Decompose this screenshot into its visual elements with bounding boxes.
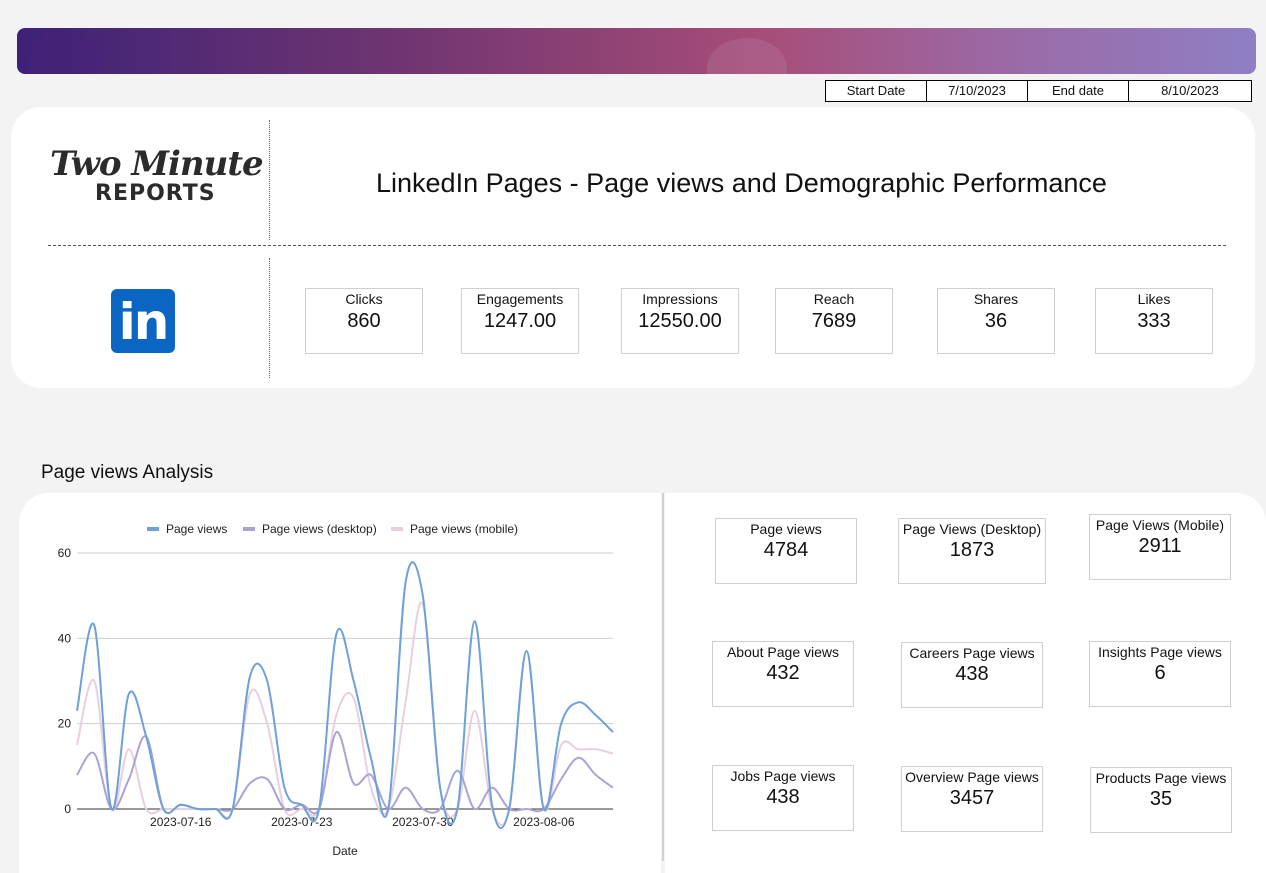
kpi-label: Shares (973, 291, 1019, 307)
stat-value: 6 (1154, 662, 1166, 684)
series-line-1 (76, 561, 614, 830)
stat-label: Overview Page views (905, 769, 1039, 785)
chart-card: 0 20 40 60 2023-07-16 2023-07-23 2023-07-30 202… (19, 493, 661, 873)
y-tick-label: 0 (64, 802, 71, 816)
stat-value: 2911 (1138, 535, 1182, 557)
kpi-clicks: Clicks 860 (305, 288, 423, 354)
stat-label: Page Views (Mobile) (1095, 517, 1225, 533)
x-tick-label: 2023-07-30 (392, 815, 454, 829)
stat-overview-page-views: Overview Page views 3457 (901, 766, 1043, 832)
y-tick-label: 60 (58, 546, 72, 560)
start-date-value[interactable]: 7/10/2023 (926, 80, 1028, 102)
stat-value: 35 (1149, 788, 1173, 810)
stat-jobs-page-views: Jobs Page views 438 (712, 765, 854, 831)
divider (269, 258, 270, 378)
x-tick-label: 2023-07-23 (271, 815, 333, 829)
kpi-value: 12550.00 (638, 310, 722, 332)
kpi-label: Reach (813, 291, 855, 307)
stat-label: Insights Page views (1098, 644, 1222, 660)
divider (662, 493, 664, 861)
x-axis-title: Date (332, 844, 358, 858)
x-tick-label: 2023-07-16 (150, 815, 212, 829)
end-date-label: End date (1027, 80, 1129, 102)
stat-value: 438 (766, 786, 800, 808)
legend-label: Page views (166, 522, 227, 536)
stat-careers-page-views: Careers Page views 438 (901, 642, 1043, 708)
kpi-label: Clicks (345, 291, 383, 307)
start-date-label: Start Date (825, 80, 927, 102)
kpi-engagements: Engagements 1247.00 (461, 288, 579, 354)
stat-value: 438 (955, 663, 989, 685)
y-tick-label: 20 (58, 717, 72, 731)
logo-reports: REPORTS (95, 181, 216, 206)
page-title: LinkedIn Pages - Page views and Demograp… (376, 168, 1107, 198)
kpi-value: 7689 (811, 310, 857, 332)
stat-page-views: Page views 4784 (715, 518, 857, 584)
section-title: Page views Analysis (41, 462, 214, 483)
page-views-chart[interactable]: 0 20 40 60 2023-07-16 2023-07-23 2023-07-30 202… (19, 493, 661, 861)
stat-value: 4784 (763, 539, 809, 561)
series-line-2 (76, 731, 614, 815)
kpi-label: Engagements (476, 291, 564, 307)
banner-decoration (31, 28, 101, 74)
x-tick-label: 2023-08-06 (513, 815, 575, 829)
kpi-shares: Shares 36 (937, 288, 1055, 354)
header-banner (17, 28, 1256, 74)
kpi-label: Likes (1137, 291, 1171, 307)
stat-value: 3457 (949, 787, 995, 809)
stat-value: 432 (766, 662, 800, 684)
kpi-value: 333 (1137, 310, 1171, 332)
legend-label: Page views (desktop) (262, 522, 377, 536)
divider (269, 120, 270, 240)
stat-products-page-views: Products Page views 35 (1090, 767, 1232, 833)
stat-label: Products Page views (1095, 770, 1227, 786)
stat-label: About Page views (726, 644, 840, 660)
stat-label: Jobs Page views (730, 768, 836, 784)
linkedin-icon: in (111, 289, 175, 353)
stat-page-views-desktop: Page Views (Desktop) 1873 (898, 518, 1046, 584)
stat-value: 1873 (949, 539, 995, 561)
kpi-reach: Reach 7689 (775, 288, 893, 354)
kpi-value: 1247.00 (483, 310, 557, 332)
logo-two-minute: Two Minute (50, 144, 264, 184)
kpi-value: 36 (984, 310, 1008, 332)
legend-label: Page views (mobile) (410, 522, 518, 536)
stat-label: Page views (750, 521, 822, 537)
stat-insights-page-views: Insights Page views 6 (1089, 641, 1231, 707)
banner-decoration (707, 38, 787, 74)
end-date-value[interactable]: 8/10/2023 (1128, 80, 1252, 102)
date-range[interactable]: Start Date 7/10/2023 End date 8/10/2023 (825, 80, 1252, 102)
kpi-likes: Likes 333 (1095, 288, 1213, 354)
kpi-impressions: Impressions 12550.00 (621, 288, 739, 354)
y-tick-label: 40 (58, 631, 72, 645)
stat-about-page-views: About Page views 432 (712, 641, 854, 707)
stat-label: Page Views (Desktop) (902, 521, 1042, 537)
stat-page-views-mobile: Page Views (Mobile) 2911 (1089, 514, 1231, 580)
stat-label: Careers Page views (909, 645, 1035, 661)
kpi-value: 860 (347, 310, 381, 332)
divider (48, 245, 1226, 246)
kpi-label: Impressions (642, 291, 718, 307)
